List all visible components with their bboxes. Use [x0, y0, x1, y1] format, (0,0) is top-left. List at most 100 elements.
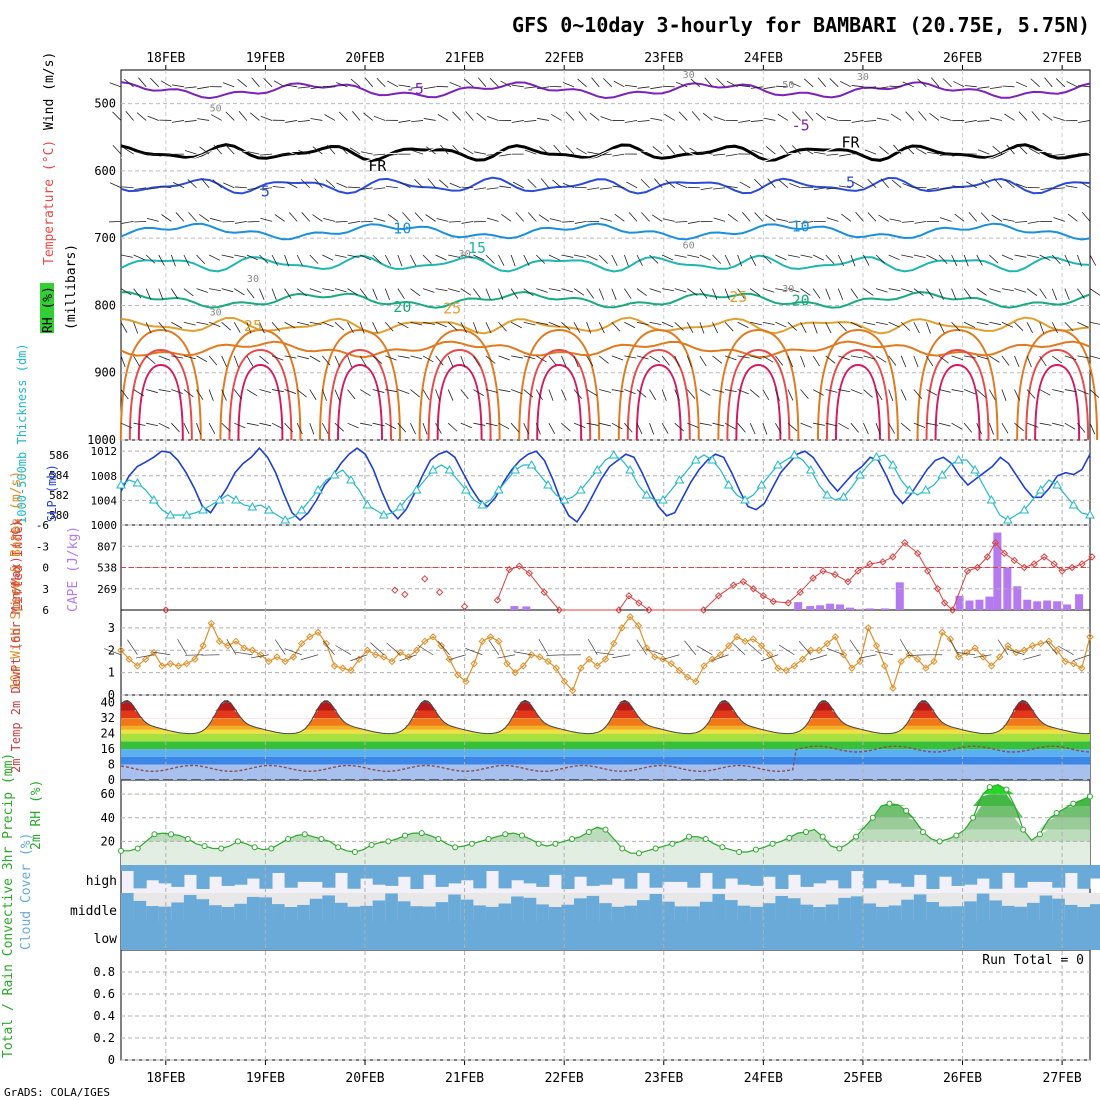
cloud-high-bar [989, 865, 1003, 889]
temperature-arch [726, 348, 791, 441]
wind-barb [600, 116, 612, 121]
wind-barb [913, 288, 924, 296]
wind-barb [561, 288, 574, 293]
cloud-high-bar [599, 865, 613, 885]
wind-barb [461, 186, 474, 189]
rh-contour-label: 30 [459, 249, 471, 260]
rh2m-marker [251, 844, 258, 851]
temperature-tick-label: 8 [108, 758, 115, 772]
wind-barb [876, 117, 889, 121]
wind-barb [246, 254, 258, 261]
temperature-line [120, 699, 1091, 735]
cape-bar [836, 604, 845, 610]
rh-contour-label: 50 [210, 104, 222, 115]
wind-barb [1014, 288, 1027, 293]
wind-barb [336, 182, 348, 189]
lifted-index-marker [435, 588, 444, 596]
wind-barb [1064, 389, 1077, 393]
wind-barb [599, 187, 612, 190]
date-label-top: 21FEB [445, 51, 484, 66]
cape-bar [1063, 604, 1072, 610]
cloud-middle-bar [473, 905, 487, 921]
wind-barb [624, 321, 636, 329]
wind-barb [803, 78, 814, 88]
wind10m-axis-label: 10m Wind Speed & Barbs (m/s) [9, 471, 24, 690]
wind-barb [425, 214, 436, 222]
cloud-high-bar [1027, 865, 1041, 882]
wind-barb [577, 78, 587, 88]
wind-barb [1089, 321, 1100, 325]
cloud-middle-bar [498, 903, 512, 921]
wind-barb [226, 639, 237, 655]
wind-speed-marker [1061, 657, 1070, 666]
cloud-low-bar [372, 921, 386, 950]
temperature-arch [427, 348, 492, 441]
wind-speed-marker [404, 653, 413, 661]
date-label-top: 25FEB [843, 51, 882, 66]
wind-barb [674, 254, 687, 258]
wind-barb [488, 639, 500, 655]
wind-barb [296, 389, 307, 398]
cape-bar [1075, 594, 1084, 610]
lifted-index-marker [809, 574, 817, 582]
wind-barb [172, 84, 184, 88]
wind-barb [184, 86, 197, 89]
wind-barb [963, 321, 976, 328]
wind-barb [938, 422, 951, 427]
lifted-index-marker [460, 602, 469, 611]
wind-barb [498, 389, 511, 393]
wind-barb [687, 288, 698, 296]
wind-speed-marker [930, 657, 938, 666]
wind-barb [259, 355, 269, 364]
lifted-index-marker [162, 606, 170, 614]
temperature-arch [825, 348, 890, 441]
cloud-middle-bar [1027, 902, 1041, 921]
thickness-marker [838, 491, 849, 501]
thickness-marker [953, 454, 964, 464]
wind-speed-marker [125, 655, 133, 663]
wind-barb [977, 120, 990, 122]
wind-barb [702, 112, 713, 121]
wind-barb [787, 422, 798, 432]
lifted-index-marker [391, 586, 399, 594]
wind-barb [1027, 220, 1040, 224]
wind-barb [1072, 654, 1091, 662]
cloud-high-bar [523, 865, 537, 884]
thickness-marker [428, 464, 438, 474]
wind-speed-marker [141, 655, 150, 663]
wind-barb [297, 120, 310, 123]
cloud-high-bar [1001, 865, 1015, 873]
contour-label: 20 [393, 298, 411, 316]
cloud-low-bar [548, 921, 562, 950]
wind-barb [334, 288, 347, 293]
rh2m-marker [201, 843, 208, 850]
wind-barb [762, 355, 774, 363]
wind-barb [399, 181, 411, 189]
wind-barb [938, 288, 944, 300]
wind-barb [133, 288, 142, 299]
temperature-arch [319, 328, 402, 441]
contour-label: 25 [244, 317, 262, 335]
wind-barb [297, 321, 309, 326]
wind-barb [538, 214, 550, 222]
lifted-index-marker [635, 599, 643, 607]
wind-barb [851, 85, 864, 88]
wind-barb [765, 146, 776, 155]
wind-barb [309, 389, 317, 400]
wind-barb [938, 355, 949, 364]
thickness-marker [247, 501, 258, 511]
wind-barb [363, 112, 373, 121]
wind-barb [600, 217, 612, 222]
wind-barb [599, 422, 611, 427]
cloud-high-bar [297, 865, 311, 882]
lifted-index-marker [769, 597, 778, 606]
wind-barb [864, 149, 877, 155]
wind-barb [161, 214, 172, 222]
wind-barb [387, 214, 399, 222]
wind-barb [739, 181, 751, 189]
lifted-index-marker [749, 585, 758, 593]
wind-speed-marker [1069, 659, 1078, 668]
cloud-high-bar [171, 865, 185, 887]
wind-barb [888, 355, 897, 366]
wind-barb [435, 288, 448, 292]
